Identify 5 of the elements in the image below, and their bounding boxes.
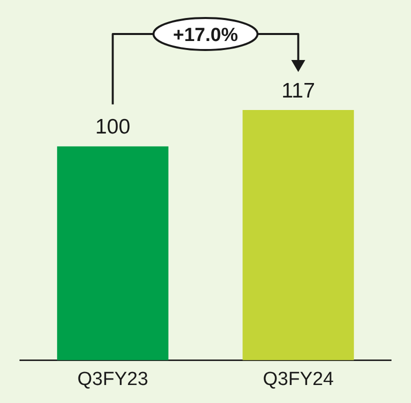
data-label: 117 xyxy=(282,79,315,102)
data-label: 100 xyxy=(95,116,130,139)
x-tick-label: Q3FY23 xyxy=(77,368,148,390)
text: +17.0% xyxy=(173,25,238,46)
x-tick-label: Q3FY24 xyxy=(262,368,334,390)
